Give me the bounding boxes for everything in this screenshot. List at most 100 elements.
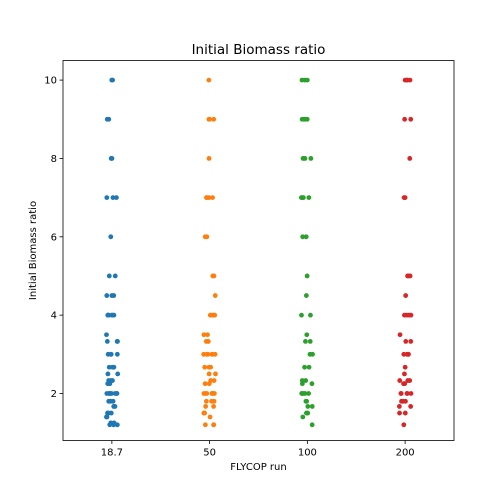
data-point	[397, 332, 403, 338]
data-point	[206, 156, 212, 161]
data-point	[307, 338, 313, 344]
chart-title: Initial Biomass ratio	[192, 42, 326, 58]
y-tick-label: 8	[51, 154, 57, 165]
data-point	[110, 195, 116, 201]
data-point	[300, 234, 306, 240]
data-point	[404, 391, 410, 396]
data-point	[401, 351, 407, 357]
data-point	[299, 312, 304, 318]
data-point	[400, 398, 406, 404]
data-point	[212, 293, 218, 298]
plot-area	[63, 60, 454, 441]
y-tick-label: 4	[51, 311, 57, 322]
data-point	[211, 398, 217, 404]
data-point	[105, 312, 111, 318]
data-point	[105, 381, 111, 387]
data-point	[308, 156, 314, 161]
data-point	[108, 410, 114, 416]
data-point	[206, 381, 212, 387]
data-point	[211, 273, 217, 279]
data-point	[302, 391, 308, 396]
data-point	[203, 398, 209, 404]
data-point	[403, 338, 409, 344]
data-point	[303, 398, 309, 404]
data-point	[301, 116, 307, 122]
data-point	[114, 391, 119, 396]
data-point	[304, 332, 310, 338]
data-point	[115, 371, 121, 377]
data-point	[210, 195, 215, 201]
data-point	[305, 404, 311, 409]
data-point	[304, 273, 310, 279]
data-point	[398, 391, 404, 396]
data-point	[300, 195, 305, 201]
data-point	[201, 332, 207, 338]
data-point	[212, 351, 218, 357]
data-point	[206, 371, 212, 377]
data-point	[106, 116, 112, 122]
data-point	[302, 364, 307, 370]
data-point	[309, 404, 315, 409]
data-point	[408, 391, 414, 396]
data-point	[201, 351, 207, 357]
data-point	[109, 391, 114, 396]
data-point	[111, 422, 117, 428]
data-point	[108, 351, 114, 357]
data-point	[213, 371, 218, 377]
data-point	[206, 116, 212, 122]
data-point	[408, 116, 414, 122]
data-point	[404, 77, 410, 83]
data-point	[306, 364, 312, 370]
data-point	[209, 391, 215, 396]
x-tick-label: 18.7	[101, 448, 123, 459]
data-point	[408, 404, 414, 409]
data-point	[104, 332, 109, 338]
data-point	[402, 195, 408, 201]
data-point	[202, 381, 208, 387]
y-tick-label: 6	[51, 232, 57, 243]
data-point	[406, 351, 411, 357]
y-axis-label: Initial Biomass ratio	[28, 201, 39, 300]
data-point	[402, 371, 407, 377]
data-point	[105, 371, 111, 377]
data-point	[207, 414, 213, 420]
x-axis-label: FLYCOP run	[230, 462, 286, 473]
data-point	[402, 364, 408, 370]
data-point	[109, 293, 115, 298]
data-point	[108, 234, 114, 240]
data-point	[303, 234, 309, 240]
x-tick-label: 100	[298, 448, 317, 459]
data-point	[204, 234, 210, 240]
data-point	[106, 273, 112, 279]
data-point	[104, 338, 110, 344]
data-point	[205, 338, 211, 344]
data-point	[111, 404, 117, 409]
data-point	[405, 378, 411, 383]
data-point	[207, 312, 213, 318]
data-point	[407, 156, 413, 161]
data-point	[106, 364, 112, 370]
data-point	[304, 410, 309, 416]
data-point	[110, 77, 115, 83]
data-point	[397, 378, 403, 383]
data-point	[402, 116, 408, 122]
data-point	[104, 414, 109, 420]
data-point	[303, 338, 308, 344]
data-point	[205, 351, 211, 357]
data-point	[109, 312, 115, 318]
data-point	[114, 195, 119, 201]
data-point	[307, 351, 313, 357]
x-tick-label: 200	[396, 448, 415, 459]
data-point	[104, 195, 110, 201]
data-point	[300, 414, 306, 420]
data-point	[115, 338, 120, 344]
data-point	[306, 195, 312, 201]
data-point	[203, 404, 209, 409]
data-point	[299, 381, 305, 387]
x-tick-label: 50	[203, 448, 216, 459]
data-point	[206, 364, 212, 370]
data-point	[408, 338, 414, 344]
data-point	[401, 422, 407, 428]
data-point	[406, 312, 412, 318]
points-group	[104, 77, 414, 428]
